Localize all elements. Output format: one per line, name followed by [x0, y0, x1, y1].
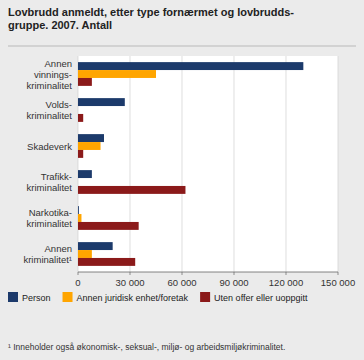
- legend-item: Person: [8, 292, 51, 303]
- x-axis: [78, 272, 338, 273]
- bar: [78, 258, 135, 266]
- plot-area: [78, 56, 338, 272]
- grid-line: [182, 56, 183, 272]
- grid-line: [286, 56, 287, 272]
- category-label: Volds-kriminalitet: [27, 99, 73, 121]
- bar: [78, 114, 83, 122]
- legend: Person Annen juridisk enhet/foretak Uten o…: [8, 292, 308, 303]
- bar: [78, 242, 113, 250]
- bar: [78, 106, 79, 114]
- bar: [78, 214, 81, 222]
- bar: [78, 78, 92, 86]
- bar: [78, 170, 92, 178]
- grid-line: [130, 56, 131, 272]
- bar: [78, 134, 104, 142]
- tick-mark: [286, 272, 287, 275]
- bar: [78, 206, 79, 214]
- bar: [78, 62, 303, 70]
- legend-swatch: [200, 292, 210, 302]
- category-label: Annenvinnings-kriminalitet: [27, 58, 73, 91]
- category-label: Skadeverk: [27, 141, 72, 152]
- legend-label: Annen juridisk enhet/foretak: [77, 293, 189, 303]
- legend-item: Uten offer eller uoppgitt: [200, 292, 308, 303]
- category-label: Annenkriminalitet¹: [23, 243, 72, 265]
- legend-swatch: [8, 292, 18, 302]
- tick-mark: [234, 272, 235, 275]
- tick-mark: [78, 272, 79, 275]
- bar: [78, 222, 139, 230]
- title: Lovbrudd anmeldt, etter type fornærmet o…: [8, 6, 294, 31]
- separator: [8, 46, 356, 47]
- legend-item: Annen juridisk enhet/foretak: [63, 292, 189, 303]
- grid-line: [338, 56, 339, 272]
- tick-mark: [182, 272, 183, 275]
- legend-swatch: [63, 292, 73, 302]
- legend-label: Uten offer eller uoppgitt: [214, 293, 308, 303]
- tick-mark: [130, 272, 131, 275]
- tick-label: 0: [75, 277, 80, 288]
- legend-label: Person: [22, 293, 51, 303]
- category-label: Narkotika-kriminalitet: [27, 207, 73, 229]
- bar: [78, 98, 125, 106]
- tick-label: 30 000: [115, 277, 144, 288]
- footnote: ¹ Inneholder også økonomisk-, seksual-, …: [8, 342, 285, 352]
- tick-label: 60 000: [167, 277, 196, 288]
- bar: [78, 70, 156, 78]
- category-label: Trafikk-kriminalitet: [27, 171, 73, 193]
- bar: [78, 186, 185, 194]
- bar: [78, 142, 101, 150]
- tick-label: 150 000: [321, 277, 355, 288]
- grid-line: [234, 56, 235, 272]
- bar: [78, 150, 83, 158]
- chart: Lovbrudd anmeldt, etter type fornærmet o…: [0, 0, 364, 360]
- bar: [78, 178, 79, 186]
- tick-label: 120 000: [269, 277, 303, 288]
- bar: [78, 250, 92, 258]
- tick-mark: [338, 272, 339, 275]
- bars: [78, 62, 303, 266]
- background: [0, 0, 364, 360]
- grid-line: [78, 56, 79, 272]
- tick-label: 90 000: [219, 277, 248, 288]
